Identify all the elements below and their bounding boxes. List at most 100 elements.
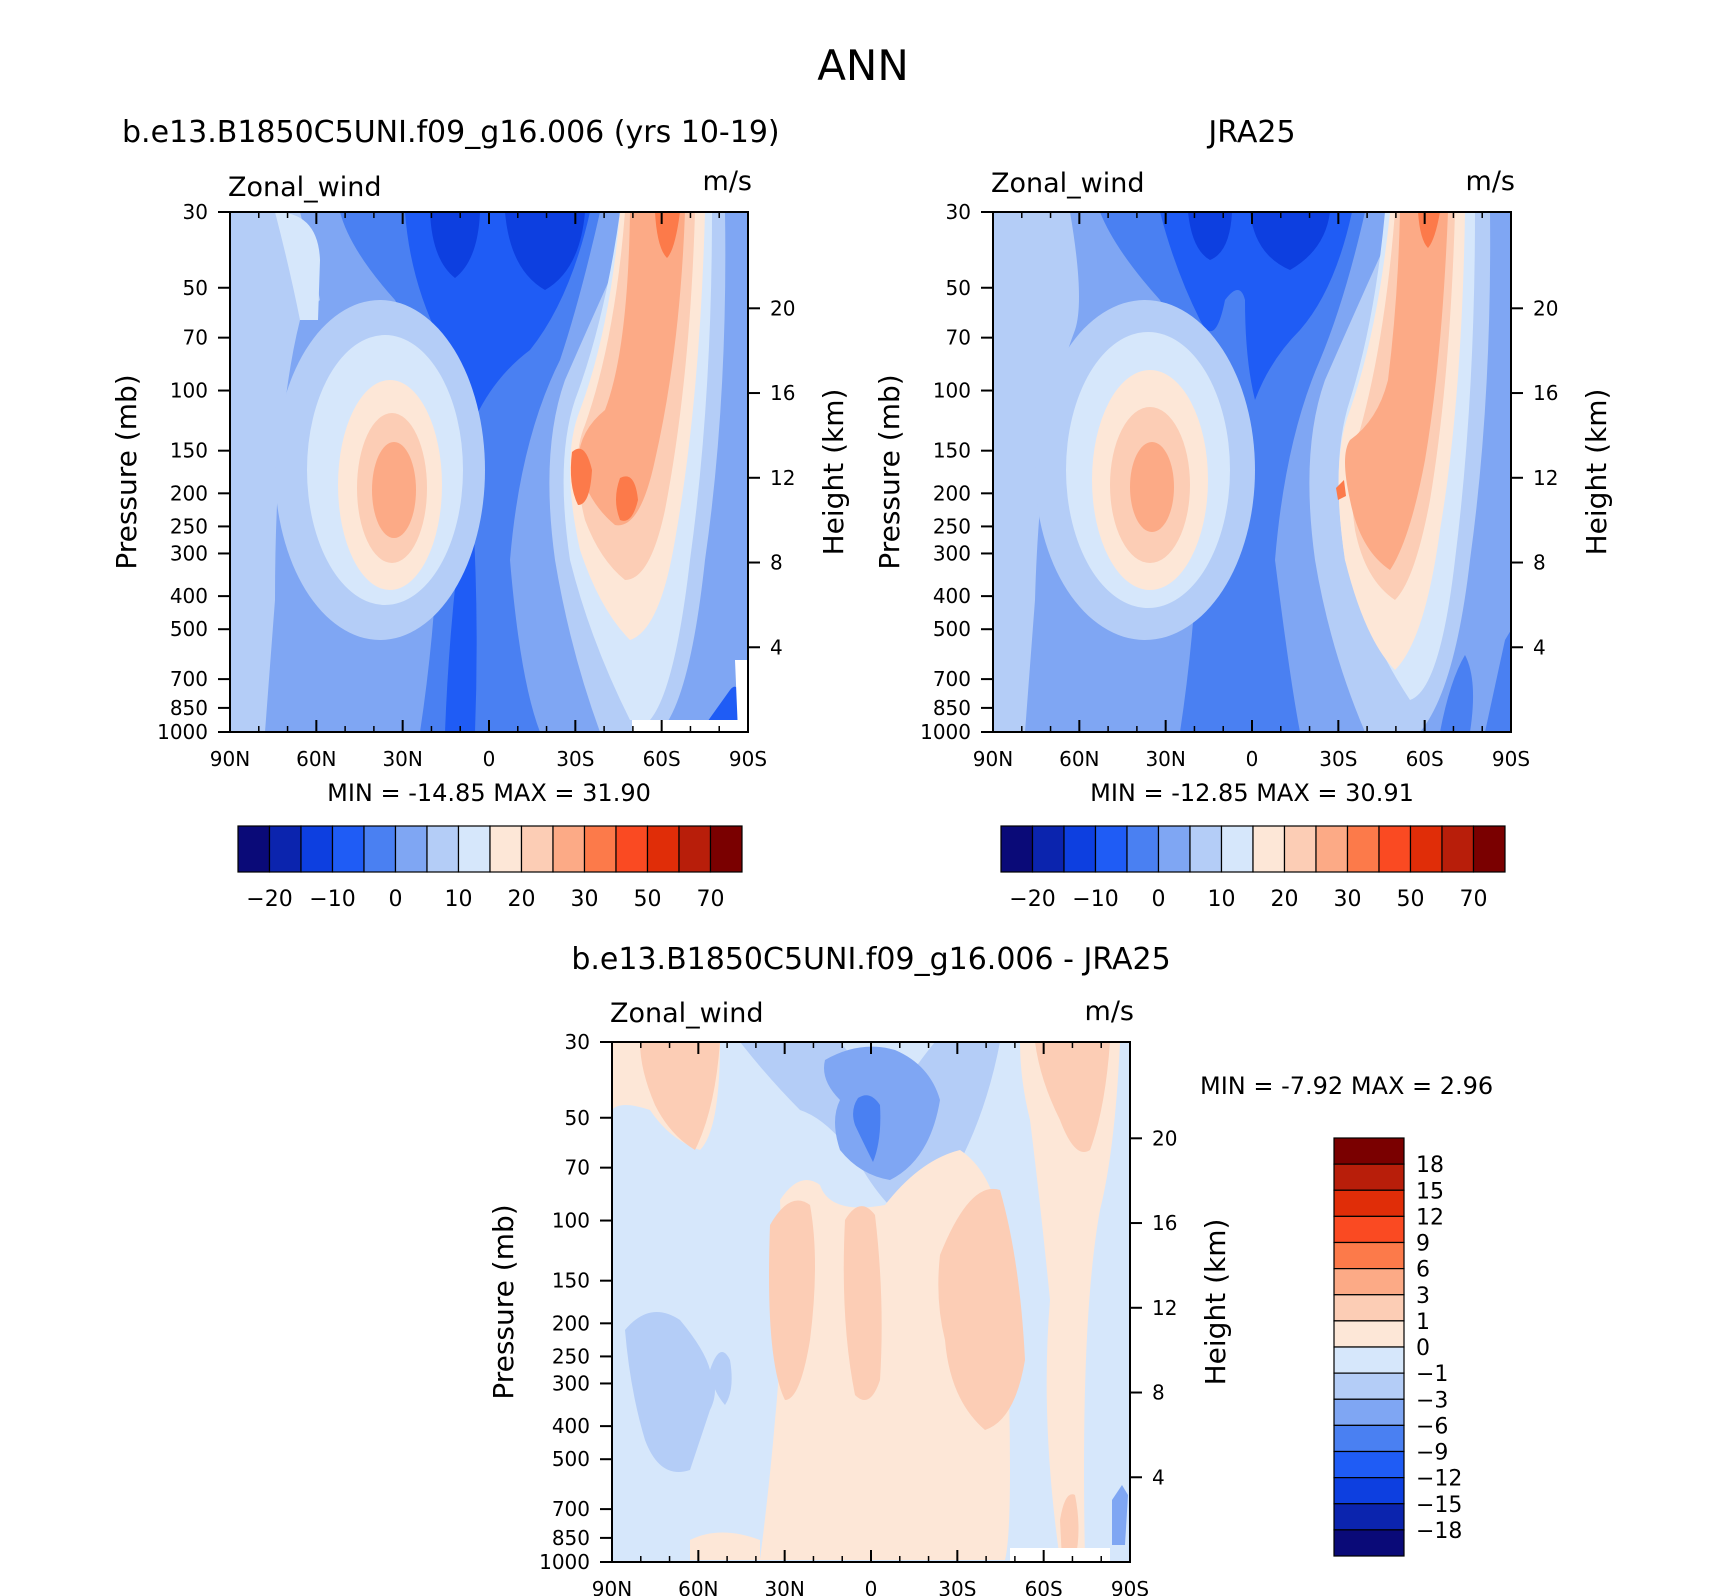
colorbar-box [237, 825, 271, 873]
y-tick-label: 70 [946, 326, 971, 350]
colorbar-label: 70 [697, 887, 725, 912]
panel-model-minmax: MIN = -14.85 MAX = 31.90 [327, 779, 651, 807]
colorbar-box [1252, 825, 1286, 873]
colorbar-box [709, 825, 743, 873]
colorbar-box [1333, 1398, 1405, 1426]
y-tick-label: 30 [946, 200, 971, 224]
colorbar-label: −20 [246, 887, 292, 912]
y-tick-label: 150 [552, 1269, 590, 1293]
colorbar-box [1333, 1529, 1405, 1557]
y2-tick-label: 16 [1533, 381, 1558, 405]
colorbar-label: 0 [1152, 887, 1166, 912]
contour-easterly-core-2 [505, 212, 585, 290]
y2-tick-label: 20 [1152, 1126, 1177, 1150]
colorbar-label: −10 [309, 887, 355, 912]
colorbar-label: −6 [1416, 1414, 1448, 1439]
colorbar-label: 0 [1416, 1336, 1430, 1361]
colorbar-box [1333, 1189, 1405, 1217]
x-tick-label: 90N [973, 747, 1013, 771]
panel-diff-ylabel-right: Height (km) [1199, 1219, 1232, 1386]
y-tick-label: 50 [565, 1106, 590, 1130]
colorbar-label: 6 [1416, 1258, 1430, 1283]
colorbar-label: 30 [1334, 887, 1362, 912]
colorbar-box [1346, 825, 1380, 873]
panel-obs: JRA25 Zonal_wind m/s 90N 60N 30N 0 3 [873, 115, 1613, 912]
y-tick-label: 300 [552, 1371, 590, 1395]
y-tick-label: 400 [552, 1414, 590, 1438]
panel-obs-title: JRA25 [1206, 115, 1295, 150]
y2-tick-label: 16 [1152, 1211, 1177, 1235]
panel-model-ylabel-right: Height (km) [817, 389, 850, 556]
colorbar-label: 10 [445, 887, 473, 912]
contour-neg-core [824, 1046, 940, 1180]
x-tick-label: 0 [1246, 747, 1259, 771]
colorbar-box [1333, 1503, 1405, 1531]
contour-neg-core-2 [853, 1095, 881, 1162]
colorbar-box [1333, 1241, 1405, 1270]
y-tick-label: 150 [933, 439, 971, 463]
contour-pos-sh [1020, 1042, 1120, 1560]
y-tick-label: 50 [183, 276, 208, 300]
colorbar-label: 15 [1416, 1179, 1444, 1204]
colorbar-box [615, 825, 649, 873]
colorbar-box [1333, 1137, 1405, 1165]
contour-surface-antarctic [1440, 655, 1474, 732]
x-tick-label: 60N [296, 747, 336, 771]
y-tick-label: 30 [183, 200, 208, 224]
y-tick-label: 700 [552, 1497, 590, 1521]
panel-obs-axes: 90N 60N 30N 0 30S 60S 90S 30 50 70 100 150 200 250 300… [920, 200, 1558, 771]
colorbar-box [489, 825, 523, 873]
missing-data-mask [1010, 1548, 1110, 1562]
colorbar-label: 20 [1271, 887, 1299, 912]
colorbar-box [394, 825, 428, 873]
y-tick-label: 1000 [539, 1550, 590, 1574]
y-tick-label: 850 [170, 696, 208, 720]
colorbar-box [1000, 825, 1034, 873]
contour-neg-nh-trop-2 [710, 1352, 732, 1405]
colorbar-box [520, 825, 554, 873]
x-tick-label: 60N [678, 1577, 718, 1596]
figure-title: ANN [817, 41, 909, 90]
contour-sh-jet-5 [1345, 212, 1448, 570]
colorbar-label: −15 [1416, 1493, 1462, 1518]
colorbar-label: −1 [1416, 1362, 1448, 1387]
colorbar-box [426, 825, 460, 873]
colorbar-label: 50 [1397, 887, 1425, 912]
y-tick-label: 100 [170, 379, 208, 403]
y2-tick-label: 12 [770, 466, 795, 490]
colorbar-box [1333, 1477, 1405, 1505]
panel-model-contours [230, 212, 748, 732]
colorbar-box [1063, 825, 1097, 873]
panel-diff-minmax: MIN = -7.92 MAX = 2.96 [1200, 1072, 1493, 1100]
panel-model-colorbar: −20 −10 0 10 20 30 50 70 [237, 825, 743, 912]
x-tick-label: 60S [1025, 1577, 1063, 1596]
y-tick-label: 250 [170, 514, 208, 538]
panel-obs-left-label: Zonal_wind [991, 168, 1145, 199]
x-tick-label: 90S [729, 747, 767, 771]
y-tick-label: 850 [933, 696, 971, 720]
colorbar-box [1126, 825, 1160, 873]
colorbar-box [1220, 825, 1254, 873]
colorbar-label: 1 [1416, 1310, 1430, 1335]
panel-obs-contours [993, 212, 1511, 732]
y2-tick-label: 8 [1533, 551, 1546, 575]
colorbar-box [1333, 1215, 1405, 1244]
y2-tick-label: 12 [1152, 1296, 1177, 1320]
contour-neg-antarctic [1112, 1485, 1128, 1545]
contour-pos-c [938, 1188, 1025, 1430]
contour-easterly-core-1 [1188, 212, 1232, 260]
colorbar-box [1189, 825, 1223, 873]
colorbar-box [457, 825, 491, 873]
y-tick-label: 70 [565, 1156, 590, 1180]
y-tick-label: 50 [946, 276, 971, 300]
x-tick-label: 30N [382, 747, 422, 771]
y-tick-label: 700 [933, 667, 971, 691]
y-tick-label: 500 [170, 617, 208, 641]
colorbar-box [1472, 825, 1506, 873]
y2-tick-label: 4 [770, 635, 783, 659]
y-tick-label: 100 [933, 379, 971, 403]
y-tick-label: 300 [170, 541, 208, 565]
x-tick-label: 30N [1145, 747, 1185, 771]
y2-tick-label: 12 [1533, 466, 1558, 490]
x-tick-label: 60S [643, 747, 681, 771]
